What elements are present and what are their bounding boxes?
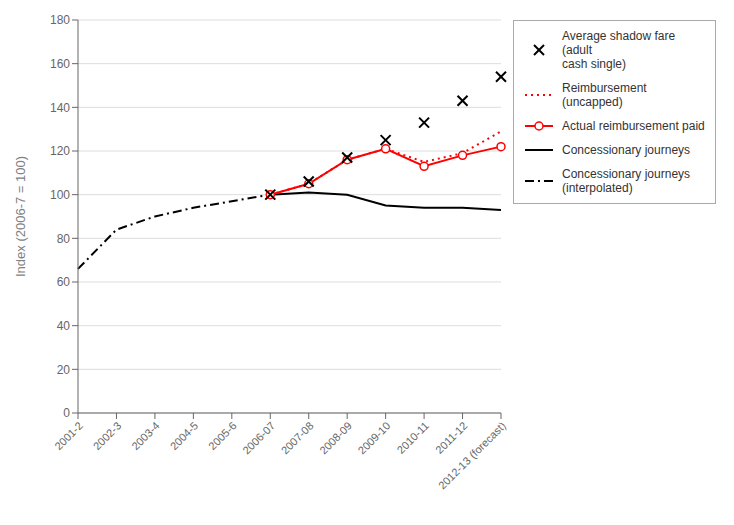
html-text:Actual reimbursement paid: Actual reimbursement paid — [562, 119, 705, 133]
svg-text:120: 120 — [50, 144, 70, 158]
svg-text:20: 20 — [57, 363, 71, 377]
svg-text:2010-11: 2010-11 — [395, 419, 431, 455]
html-text:Concessionary journeys (interp: Concessionary journeys (interpolated) — [562, 167, 691, 195]
svg-text:Index (2006-7 = 100): Index (2006-7 = 100) — [13, 156, 28, 277]
svg-text:2008-09: 2008-09 — [317, 419, 354, 456]
html-text:Concessionary journeys: Concessionary journeys — [562, 143, 691, 157]
svg-text:2005-6: 2005-6 — [206, 419, 239, 452]
svg-text:2012-13 (forecast): 2012-13 (forecast) — [436, 419, 508, 491]
svg-text:40: 40 — [57, 319, 71, 333]
svg-text:2001-2: 2001-2 — [52, 419, 85, 452]
svg-text:2004-5: 2004-5 — [168, 419, 201, 452]
svg-text:140: 140 — [50, 101, 70, 115]
html-text:Average shadow fare (adult cas: Average shadow fare (adult cash single) — [562, 29, 676, 71]
svg-text:2006-07: 2006-07 — [240, 419, 277, 456]
svg-text:80: 80 — [57, 232, 71, 246]
svg-text:60: 60 — [57, 275, 71, 289]
svg-text:160: 160 — [50, 57, 70, 71]
svg-text:0: 0 — [63, 406, 70, 420]
html-text:Reimbursement (uncapped): Reimbursement (uncapped) — [562, 81, 647, 109]
svg-text:2003-4: 2003-4 — [129, 419, 162, 452]
svg-text:2007-08: 2007-08 — [279, 419, 316, 456]
svg-text:2002-3: 2002-3 — [91, 419, 124, 452]
svg-text:180: 180 — [50, 13, 70, 27]
svg-text:2011-12: 2011-12 — [433, 419, 469, 455]
svg-text:100: 100 — [50, 188, 70, 202]
svg-text:2009-10: 2009-10 — [356, 419, 393, 456]
